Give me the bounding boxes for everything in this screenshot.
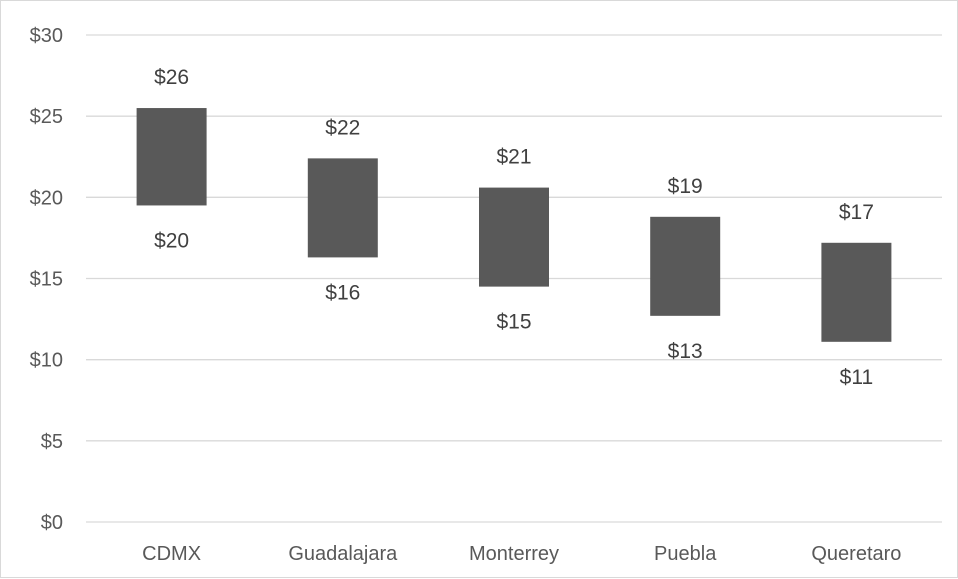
low-value-label: $16 (325, 281, 360, 304)
low-value-label: $20 (154, 229, 189, 252)
x-axis-category-labels: CDMX Guadalajara Monterrey Puebla Queretaro (142, 543, 901, 565)
y-tick-label: $30 (30, 25, 63, 47)
high-value-label: $19 (668, 175, 703, 198)
x-category-label: Puebla (654, 543, 717, 565)
range-bar (307, 158, 378, 258)
range-bar (479, 187, 549, 287)
y-tick-label: $10 (30, 350, 63, 372)
high-value-label: $22 (325, 116, 360, 139)
x-category-label: Queretaro (811, 543, 901, 565)
range-bar (136, 108, 207, 206)
x-category-label: CDMX (142, 543, 201, 565)
low-value-label: $15 (496, 311, 531, 334)
low-value-label: $11 (840, 366, 873, 389)
y-tick-label: $5 (41, 431, 63, 453)
x-category-label: Guadalajara (288, 543, 398, 565)
high-value-label: $26 (154, 66, 189, 89)
y-tick-label: $25 (30, 106, 63, 128)
y-axis-tick-labels: $0 $5 $10 $15 $20 $25 $30 (30, 25, 63, 534)
range-bar (650, 216, 721, 316)
bars (136, 108, 892, 342)
y-tick-label: $20 (30, 187, 63, 209)
x-category-label: Monterrey (469, 543, 559, 565)
data-labels: $26 $20 $22 $16 $21 $15 $19 $13 $17 $11 (154, 66, 874, 389)
y-tick-label: $15 (30, 269, 63, 291)
low-value-label: $13 (668, 340, 703, 363)
range-bar (821, 242, 892, 342)
high-value-label: $17 (839, 201, 874, 224)
y-tick-label: $0 (41, 512, 63, 534)
high-value-label: $21 (496, 146, 531, 169)
